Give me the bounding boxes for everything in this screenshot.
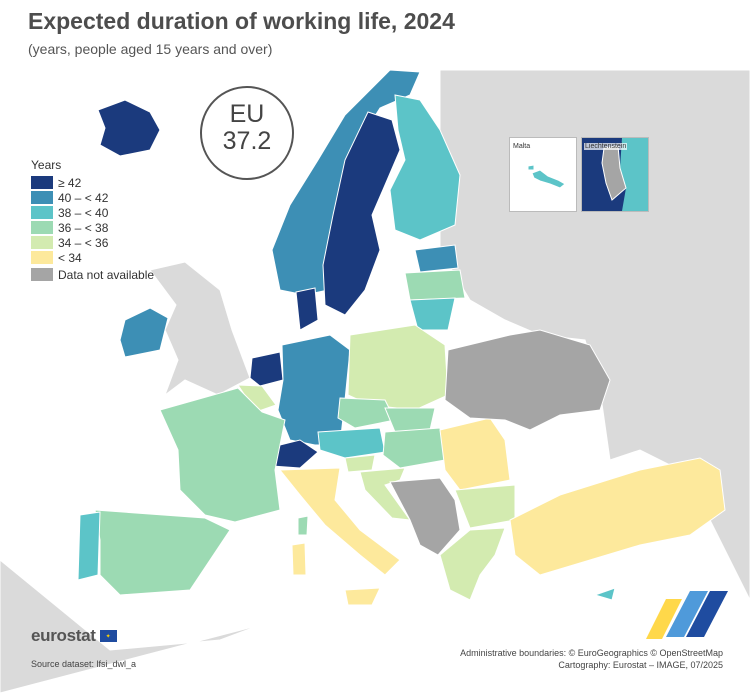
legend-swatch: [31, 176, 53, 189]
source-dataset: Source dataset: lfsi_dwl_a: [31, 659, 137, 669]
legend-label: 38 – < 40: [58, 205, 109, 220]
legend-label: 36 – < 38: [58, 220, 109, 235]
region-latvia: [404, 269, 466, 301]
legend-item: 36 – < 38: [31, 220, 154, 235]
region-portugal: [77, 511, 101, 581]
legend-swatch: [31, 236, 53, 249]
legend-label: 34 – < 36: [58, 235, 109, 250]
legend-swatch: [31, 251, 53, 264]
region-slovakia: [384, 407, 436, 433]
region-sweden: [322, 111, 401, 316]
region-france: [159, 387, 286, 523]
region-iceland: [97, 99, 161, 157]
region-netherlands: [249, 351, 284, 387]
credits: Administrative boundaries: © EuroGeograp…: [460, 647, 723, 671]
region-estonia: [414, 244, 459, 273]
region-romania: [439, 417, 511, 491]
eurostat-logo: eurostat ✦: [31, 626, 117, 646]
region-hungary: [382, 427, 446, 469]
map-title: Expected duration of working life, 2024: [28, 8, 455, 34]
region-balkans-na: [389, 477, 461, 556]
legend-swatch: [31, 268, 53, 281]
legend-item: 34 – < 36: [31, 235, 154, 250]
legend-item: < 34: [31, 250, 154, 265]
region-italy: [278, 467, 401, 576]
legend-item: ≥ 42: [31, 175, 154, 190]
legend-label: < 34: [58, 250, 82, 265]
region-sicily: [344, 587, 381, 606]
inset-liechtenstein: Liechtenstein: [581, 137, 649, 212]
region-corsica: [297, 515, 309, 536]
legend: Years ≥ 42 40 – < 42 38 – < 40 36 – < 38…: [31, 158, 154, 282]
eu-flag-icon: ✦: [99, 630, 117, 642]
region-sardinia: [291, 542, 307, 576]
legend-label: ≥ 42: [58, 175, 82, 190]
legend-label: Data not available: [58, 267, 155, 282]
region-lithuania: [409, 297, 456, 331]
legend-title: Years: [31, 158, 62, 172]
legend-item: 38 – < 40: [31, 205, 154, 220]
region-ukraine-na: [444, 329, 611, 431]
inset-liechtenstein-map: [582, 138, 648, 211]
legend-swatch: [31, 191, 53, 204]
region-bulgaria: [454, 484, 516, 529]
inset-liechtenstein-label: Liechtenstein: [584, 143, 628, 150]
region-ireland: [119, 307, 169, 358]
boundaries-credit: Administrative boundaries: © EuroGeograp…: [460, 648, 723, 658]
legend-item-not-available: Data not available: [31, 267, 154, 282]
inset-malta-map: [510, 138, 576, 211]
eu-average-badge: EU 37.2: [200, 86, 294, 180]
region-cyprus: [593, 587, 616, 601]
region-germany: [277, 334, 351, 446]
region-finland: [389, 94, 461, 241]
region-greece: [439, 527, 506, 601]
region-denmark: [295, 287, 319, 331]
eu-value: 37.2: [222, 127, 272, 155]
legend-label: 40 – < 42: [58, 190, 109, 205]
region-poland: [347, 324, 449, 411]
region-turkiye: [509, 457, 726, 576]
legend-item: 40 – < 42: [31, 190, 154, 205]
region-croatia: [359, 467, 412, 521]
eu-label: EU: [229, 100, 265, 128]
logo-text: eurostat: [31, 626, 96, 645]
inset-malta: Malta: [509, 137, 577, 212]
region-slovenia: [344, 454, 376, 473]
region-czechia: [337, 397, 396, 429]
legend-swatch: [31, 221, 53, 234]
region-austria: [317, 427, 386, 459]
map-subtitle: (years, people aged 15 years and over): [28, 41, 273, 57]
region-spain: [94, 509, 231, 596]
inset-malta-label: Malta: [512, 143, 532, 150]
watermark-icon: [646, 591, 728, 639]
cartography-credit: Cartography: Eurostat – IMAGE, 07/2025: [558, 660, 723, 670]
legend-swatch: [31, 206, 53, 219]
